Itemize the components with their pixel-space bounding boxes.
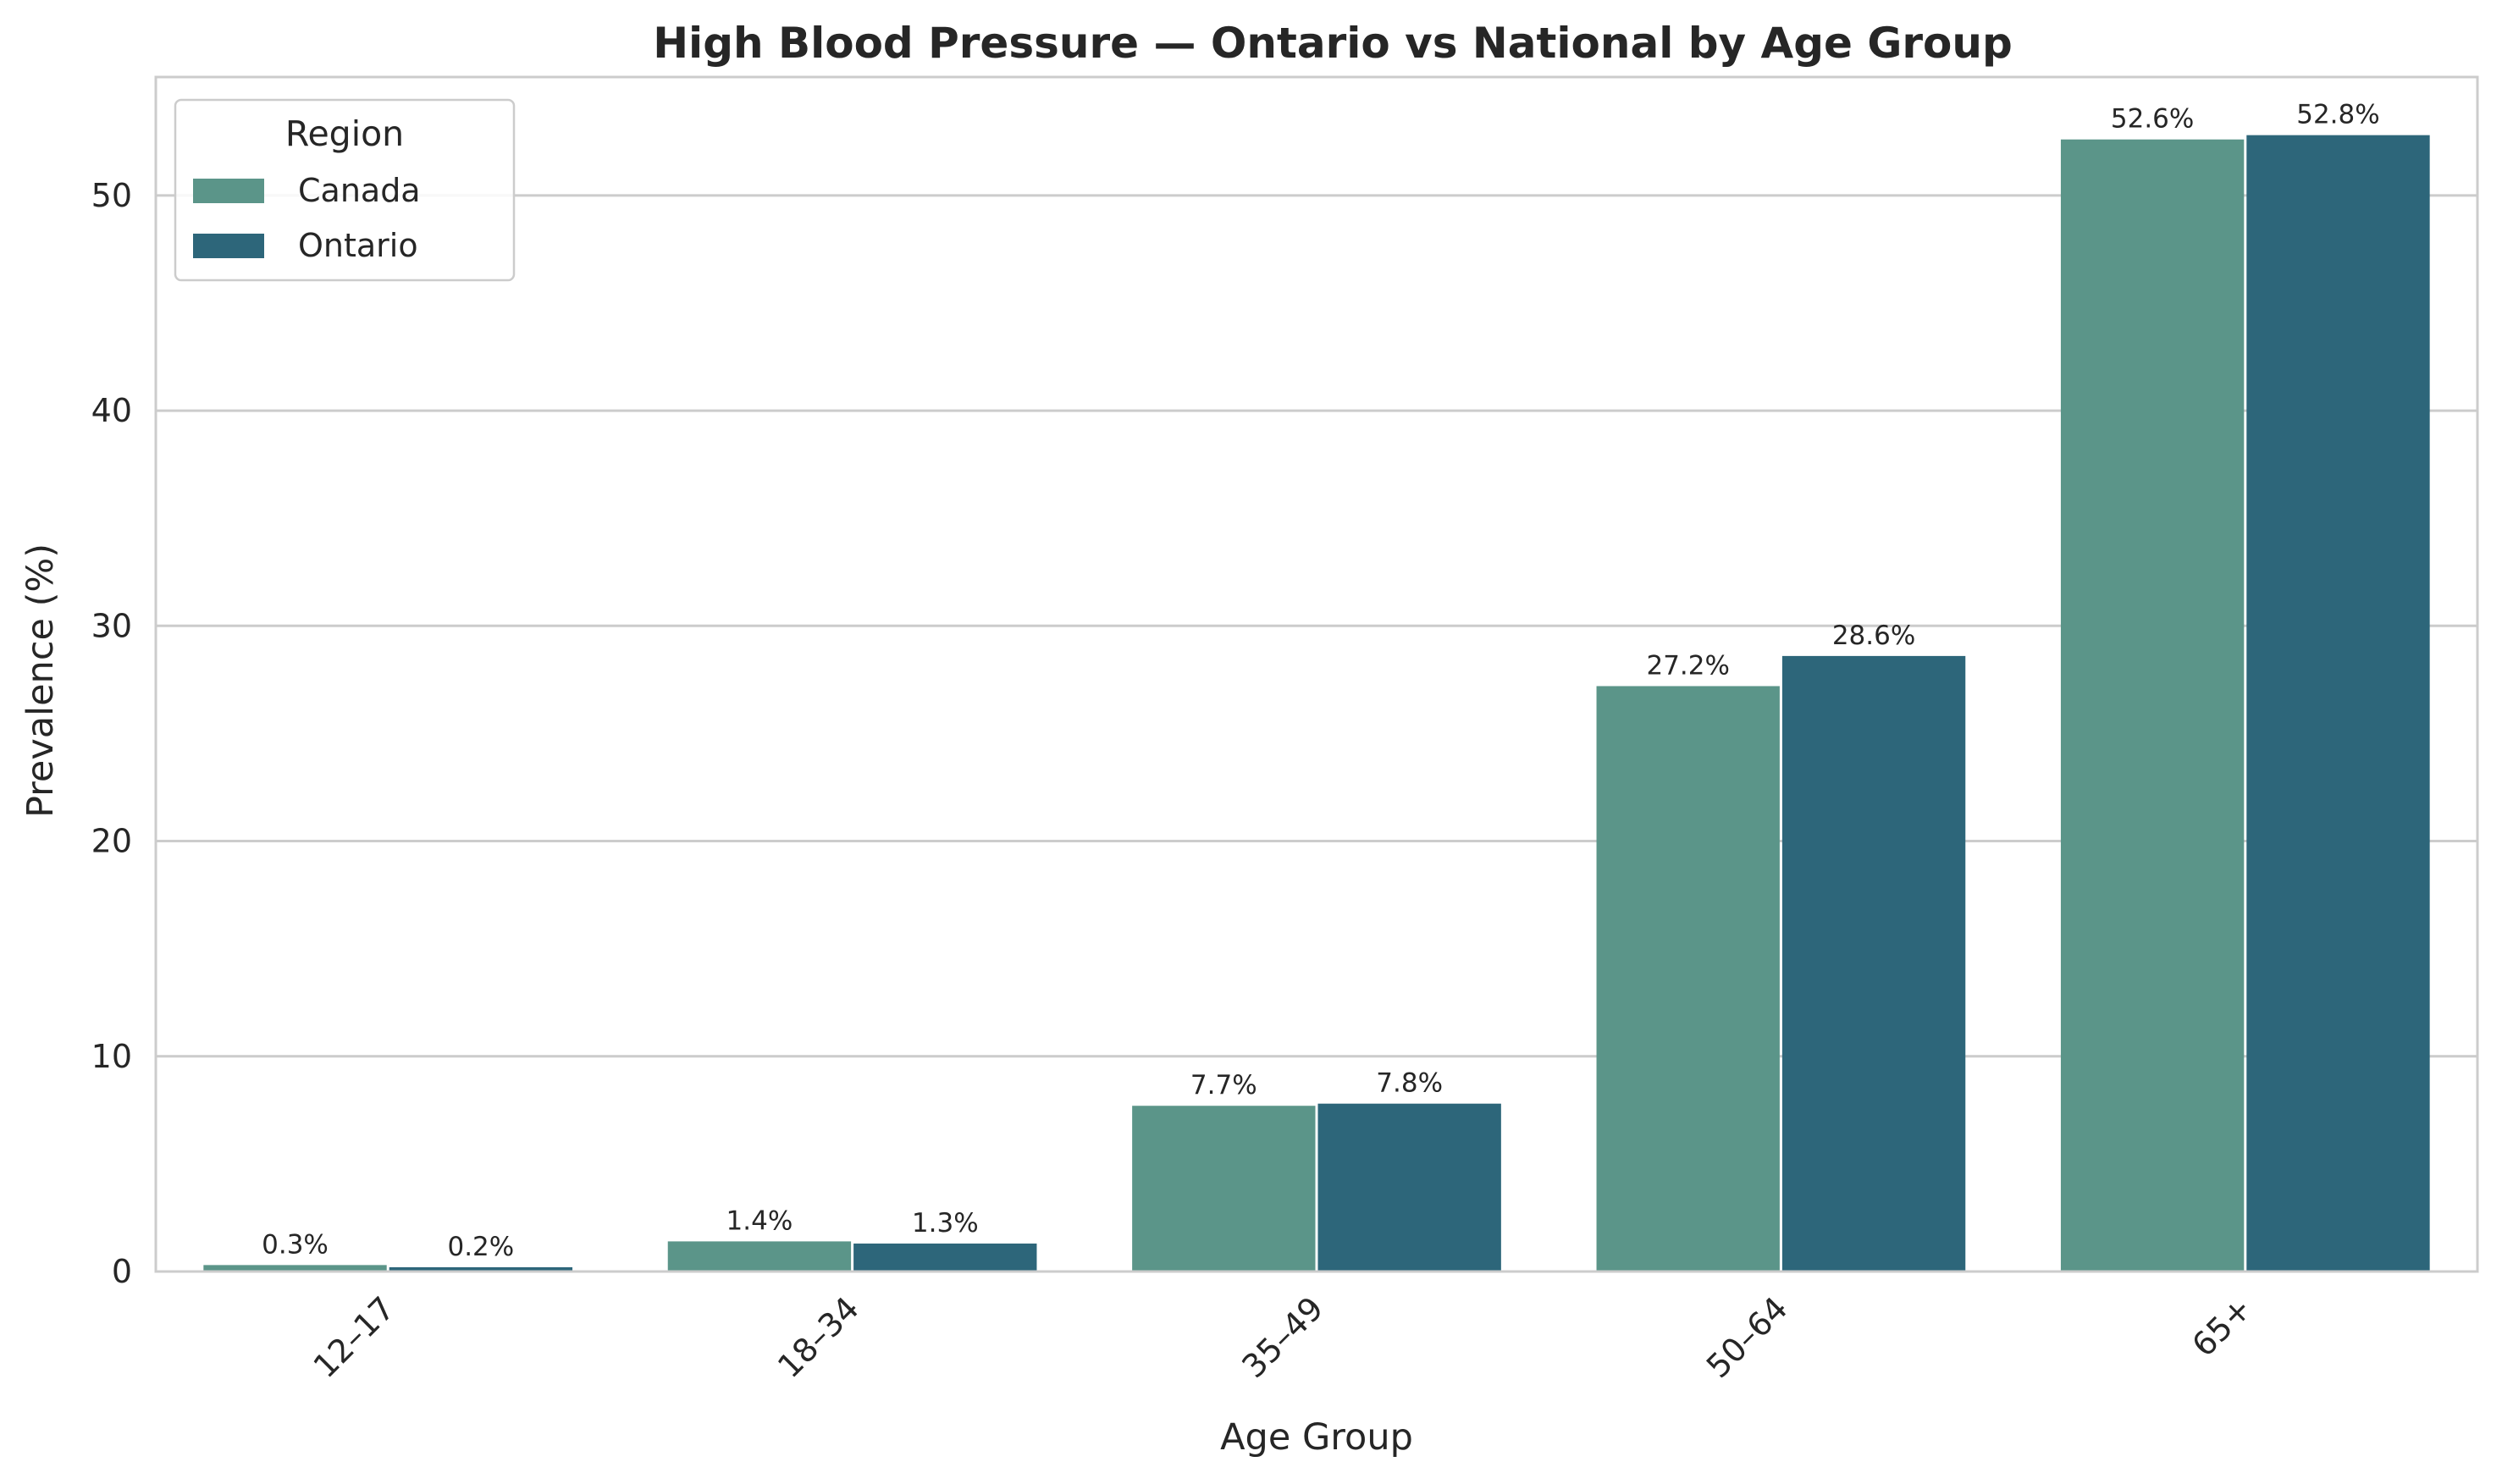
x-tick-label: 35–49 xyxy=(1234,1289,1330,1385)
legend-swatch-canada xyxy=(193,179,264,203)
x-tick-label: 65+ xyxy=(2184,1289,2259,1364)
y-tick-label: 30 xyxy=(91,607,132,644)
bar-ontario-1 xyxy=(853,1243,1037,1272)
y-tick-label: 0 xyxy=(112,1253,132,1290)
x-axis-label: Age Group xyxy=(1220,1416,1413,1459)
data-label: 1.3% xyxy=(912,1208,979,1239)
bar-ontario-4 xyxy=(2246,135,2430,1272)
bar-canada-2 xyxy=(1132,1106,1316,1272)
bar-canada-1 xyxy=(667,1241,852,1272)
bars xyxy=(203,135,2430,1272)
data-label: 1.4% xyxy=(726,1205,793,1236)
legend: Region Canada Ontario xyxy=(174,98,516,282)
y-tick-label: 50 xyxy=(91,177,132,214)
data-label: 0.3% xyxy=(262,1229,329,1260)
bar-canada-4 xyxy=(2060,139,2245,1272)
data-labels: 0.3% 0.2% 1.4% 1.3% 7.7% 7.8% 27.2% 28.6% 52.6% 5… xyxy=(262,100,2380,1262)
bar-ontario-3 xyxy=(1781,655,1966,1272)
legend-label-ontario: Ontario xyxy=(298,227,418,264)
x-tick-label: 50–64 xyxy=(1699,1289,1795,1385)
legend-swatch-ontario xyxy=(193,234,264,258)
bar-canada-0 xyxy=(203,1265,387,1272)
y-tick-labels: 0 10 20 30 40 50 xyxy=(91,177,132,1290)
x-tick-label: 18–34 xyxy=(770,1289,866,1385)
data-label: 52.6% xyxy=(2111,104,2194,135)
data-label: 7.8% xyxy=(1376,1068,1443,1099)
legend-title: Region xyxy=(285,113,404,154)
chart-title: High Blood Pressure — Ontario vs Nationa… xyxy=(653,19,2013,68)
data-label: 7.7% xyxy=(1190,1070,1257,1101)
data-label: 0.2% xyxy=(447,1232,514,1262)
y-tick-label: 10 xyxy=(91,1038,132,1075)
bar-ontario-2 xyxy=(1317,1103,1501,1272)
bar-ontario-0 xyxy=(389,1266,573,1272)
y-tick-label: 40 xyxy=(91,392,132,429)
data-label: 28.6% xyxy=(1832,621,1915,651)
data-label: 52.8% xyxy=(2296,100,2379,130)
x-tick-labels: 12–17 18–34 35–49 50–64 65+ xyxy=(307,1289,2260,1385)
legend-label-canada: Canada xyxy=(298,172,421,209)
x-tick-label: 12–17 xyxy=(307,1289,402,1385)
plot-frame xyxy=(154,75,2479,1273)
data-label: 27.2% xyxy=(1646,650,1729,681)
y-tick-label: 20 xyxy=(91,823,132,860)
bar-canada-3 xyxy=(1596,686,1780,1272)
y-axis-label: Prevalence (%) xyxy=(19,543,62,818)
